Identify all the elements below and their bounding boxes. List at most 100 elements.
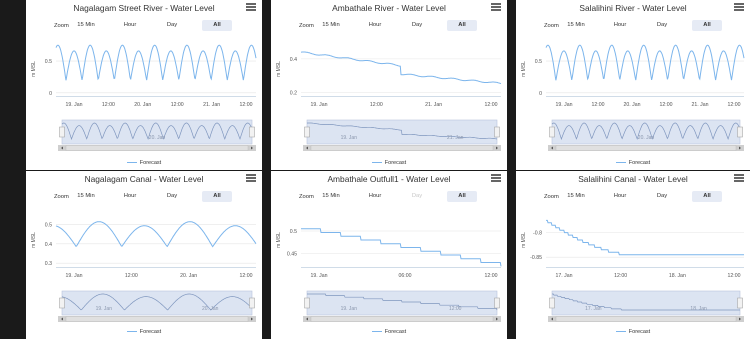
scrollbar-thumb[interactable] [310,145,494,151]
navigator-handle-left[interactable] [304,297,310,309]
y-tick-label: 0.45 [287,252,297,258]
navigator-series [552,293,740,311]
legend-item-forecast[interactable]: Forecast [516,329,750,335]
zoom-button-hour[interactable]: Hour [123,193,137,199]
x-tick-label: 12:00 [125,273,138,279]
scrollbar-thumb[interactable] [310,316,494,322]
y-axis-label: m MSL [276,232,282,248]
scrollbar-thumb[interactable] [555,316,737,322]
hamburger-menu-icon[interactable] [734,3,744,11]
zoom-button-day[interactable]: Day [656,22,668,28]
navigator-label: 19. Jan [96,306,113,312]
x-tick-label: 12:00 [485,273,498,279]
scroll-right-arrow-icon[interactable] [739,317,741,321]
y-tick-label: 0.5 [45,59,52,65]
navigator-handle-right[interactable] [249,297,255,309]
navigator-handle-right[interactable] [494,126,500,138]
scroll-right-arrow-icon[interactable] [251,317,253,321]
zoom-button-all[interactable]: All [447,20,477,31]
hamburger-menu-icon[interactable] [246,174,256,182]
zoom-button-day[interactable]: Day [411,193,423,199]
zoom-button-hour[interactable]: Hour [123,22,137,28]
zoom-button-15-min[interactable]: 15 Min [567,22,585,28]
legend-item-forecast[interactable]: Forecast [271,329,507,335]
hamburger-menu-icon[interactable] [734,174,744,182]
zoom-button-15-min[interactable]: 15 Min [322,193,340,199]
x-tick-label: 21. Jan [425,102,442,108]
legend-item-forecast[interactable]: Forecast [516,160,750,166]
scroll-left-arrow-icon[interactable] [61,317,63,321]
navigator-handle-left[interactable] [549,297,555,309]
zoom-button-day[interactable]: Day [411,22,423,28]
zoom-button-15-min[interactable]: 15 Min [322,22,340,28]
chart-title: Salalihini Canal - Water Level [578,174,688,184]
scroll-left-arrow-icon[interactable] [306,317,308,321]
zoom-label: Zoom [299,194,314,200]
zoom-label: Zoom [544,194,559,200]
navigator-handle-left[interactable] [549,126,555,138]
legend-item-forecast[interactable]: Forecast [26,329,262,335]
navigator-handle-left[interactable] [59,126,65,138]
x-tick-label: 18. Jan [669,273,686,279]
navigator-handle-right[interactable] [737,126,743,138]
zoom-button-15-min[interactable]: 15 Min [77,22,95,28]
y-tick-label: 0.2 [290,91,297,97]
navigator-mask[interactable] [61,290,253,316]
navigator-label: 20. Jan [149,135,166,141]
range-selector: Zoom 15 Min Hour Day All [26,20,262,32]
navigator-label: 21. Jan [447,135,464,141]
navigator-mask[interactable] [551,290,741,316]
zoom-label: Zoom [299,23,314,29]
navigator-label: 20. Jan [202,306,219,312]
scroll-right-arrow-icon[interactable] [496,146,498,150]
zoom-button-hour[interactable]: Hour [368,22,382,28]
navigator-mask[interactable] [306,290,498,316]
zoom-button-all[interactable]: All [447,191,477,202]
navigator-handle-right[interactable] [249,126,255,138]
navigator-label: 18. Jan [690,306,707,312]
chart-panel-nagalagam-street-river: Nagalagam Street River - Water Level Zoom… [26,0,262,170]
navigator-series [61,293,253,311]
scroll-left-arrow-icon[interactable] [306,146,308,150]
scroll-right-arrow-icon[interactable] [496,317,498,321]
scrollbar-thumb[interactable] [65,316,249,322]
zoom-button-all[interactable]: All [202,191,232,202]
legend-item-forecast[interactable]: Forecast [26,160,262,166]
scrollbar-thumb[interactable] [65,145,249,151]
zoom-button-hour[interactable]: Hour [613,193,627,199]
hamburger-menu-icon[interactable] [246,3,256,11]
zoom-button-15-min[interactable]: 15 Min [567,193,585,199]
navigator-handle-left[interactable] [304,126,310,138]
chart-panel-ambathale-outfull1: Ambathale Outfull1 - Water Level Zoom 15 M… [271,171,507,339]
x-tick-label: 12:00 [370,102,383,108]
hamburger-menu-icon[interactable] [491,174,501,182]
zoom-button-all[interactable]: All [692,191,722,202]
scroll-left-arrow-icon[interactable] [551,146,553,150]
scroll-right-arrow-icon[interactable] [739,146,741,150]
zoom-button-all[interactable]: All [202,20,232,31]
y-axis-label: m MSL [31,232,37,248]
zoom-button-15-min[interactable]: 15 Min [77,193,95,199]
zoom-button-day[interactable]: Day [656,193,668,199]
scroll-left-arrow-icon[interactable] [61,146,63,150]
scroll-left-arrow-icon[interactable] [551,317,553,321]
zoom-button-day[interactable]: Day [166,193,178,199]
zoom-button-hour[interactable]: Hour [613,22,627,28]
zoom-button-day[interactable]: Day [166,22,178,28]
scroll-right-arrow-icon[interactable] [251,146,253,150]
x-tick-label: 21. Jan [691,102,708,108]
hamburger-menu-icon[interactable] [491,3,501,11]
x-tick-label: 19. Jan [65,102,82,108]
chart-panel-salalihini-canal: Salalihini Canal - Water Level Zoom 15 Min… [516,171,750,339]
navigator-handle-right[interactable] [494,297,500,309]
legend-label: Forecast [628,160,651,166]
legend-item-forecast[interactable]: Forecast [271,160,507,166]
zoom-button-all[interactable]: All [692,20,722,31]
zoom-button-hour[interactable]: Hour [368,193,382,199]
navigator-handle-left[interactable] [59,297,65,309]
y-tick-label: 0 [539,91,542,97]
chart-svg: 0.5 0.4 0.3 m MSL 19. Jan 12:00 20. Jan 12:00 19… [31,221,257,322]
navigator-handle-right[interactable] [737,297,743,309]
y-tick-label: 0 [49,91,52,97]
scrollbar-thumb[interactable] [555,145,737,151]
